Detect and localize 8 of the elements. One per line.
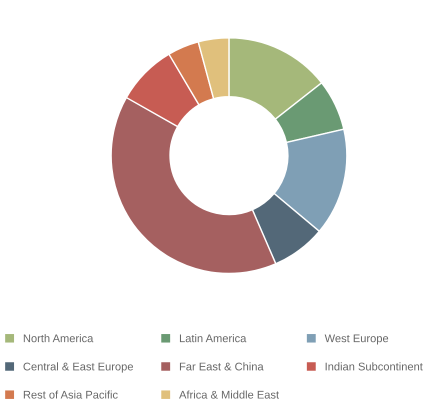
legend-label: Latin America (180, 334, 246, 342)
legend-label: North America (24, 334, 94, 342)
legend-label: Central & East Europe (23, 362, 133, 373)
legend-label: Indian Subcontinent (326, 362, 423, 370)
legend-label: West Europe (324, 334, 388, 344)
legend-label: Far East & China (180, 362, 264, 370)
legend-label: Rest of Asia Pacific (24, 390, 118, 399)
legend-label: Africa & Middle East (179, 390, 279, 399)
